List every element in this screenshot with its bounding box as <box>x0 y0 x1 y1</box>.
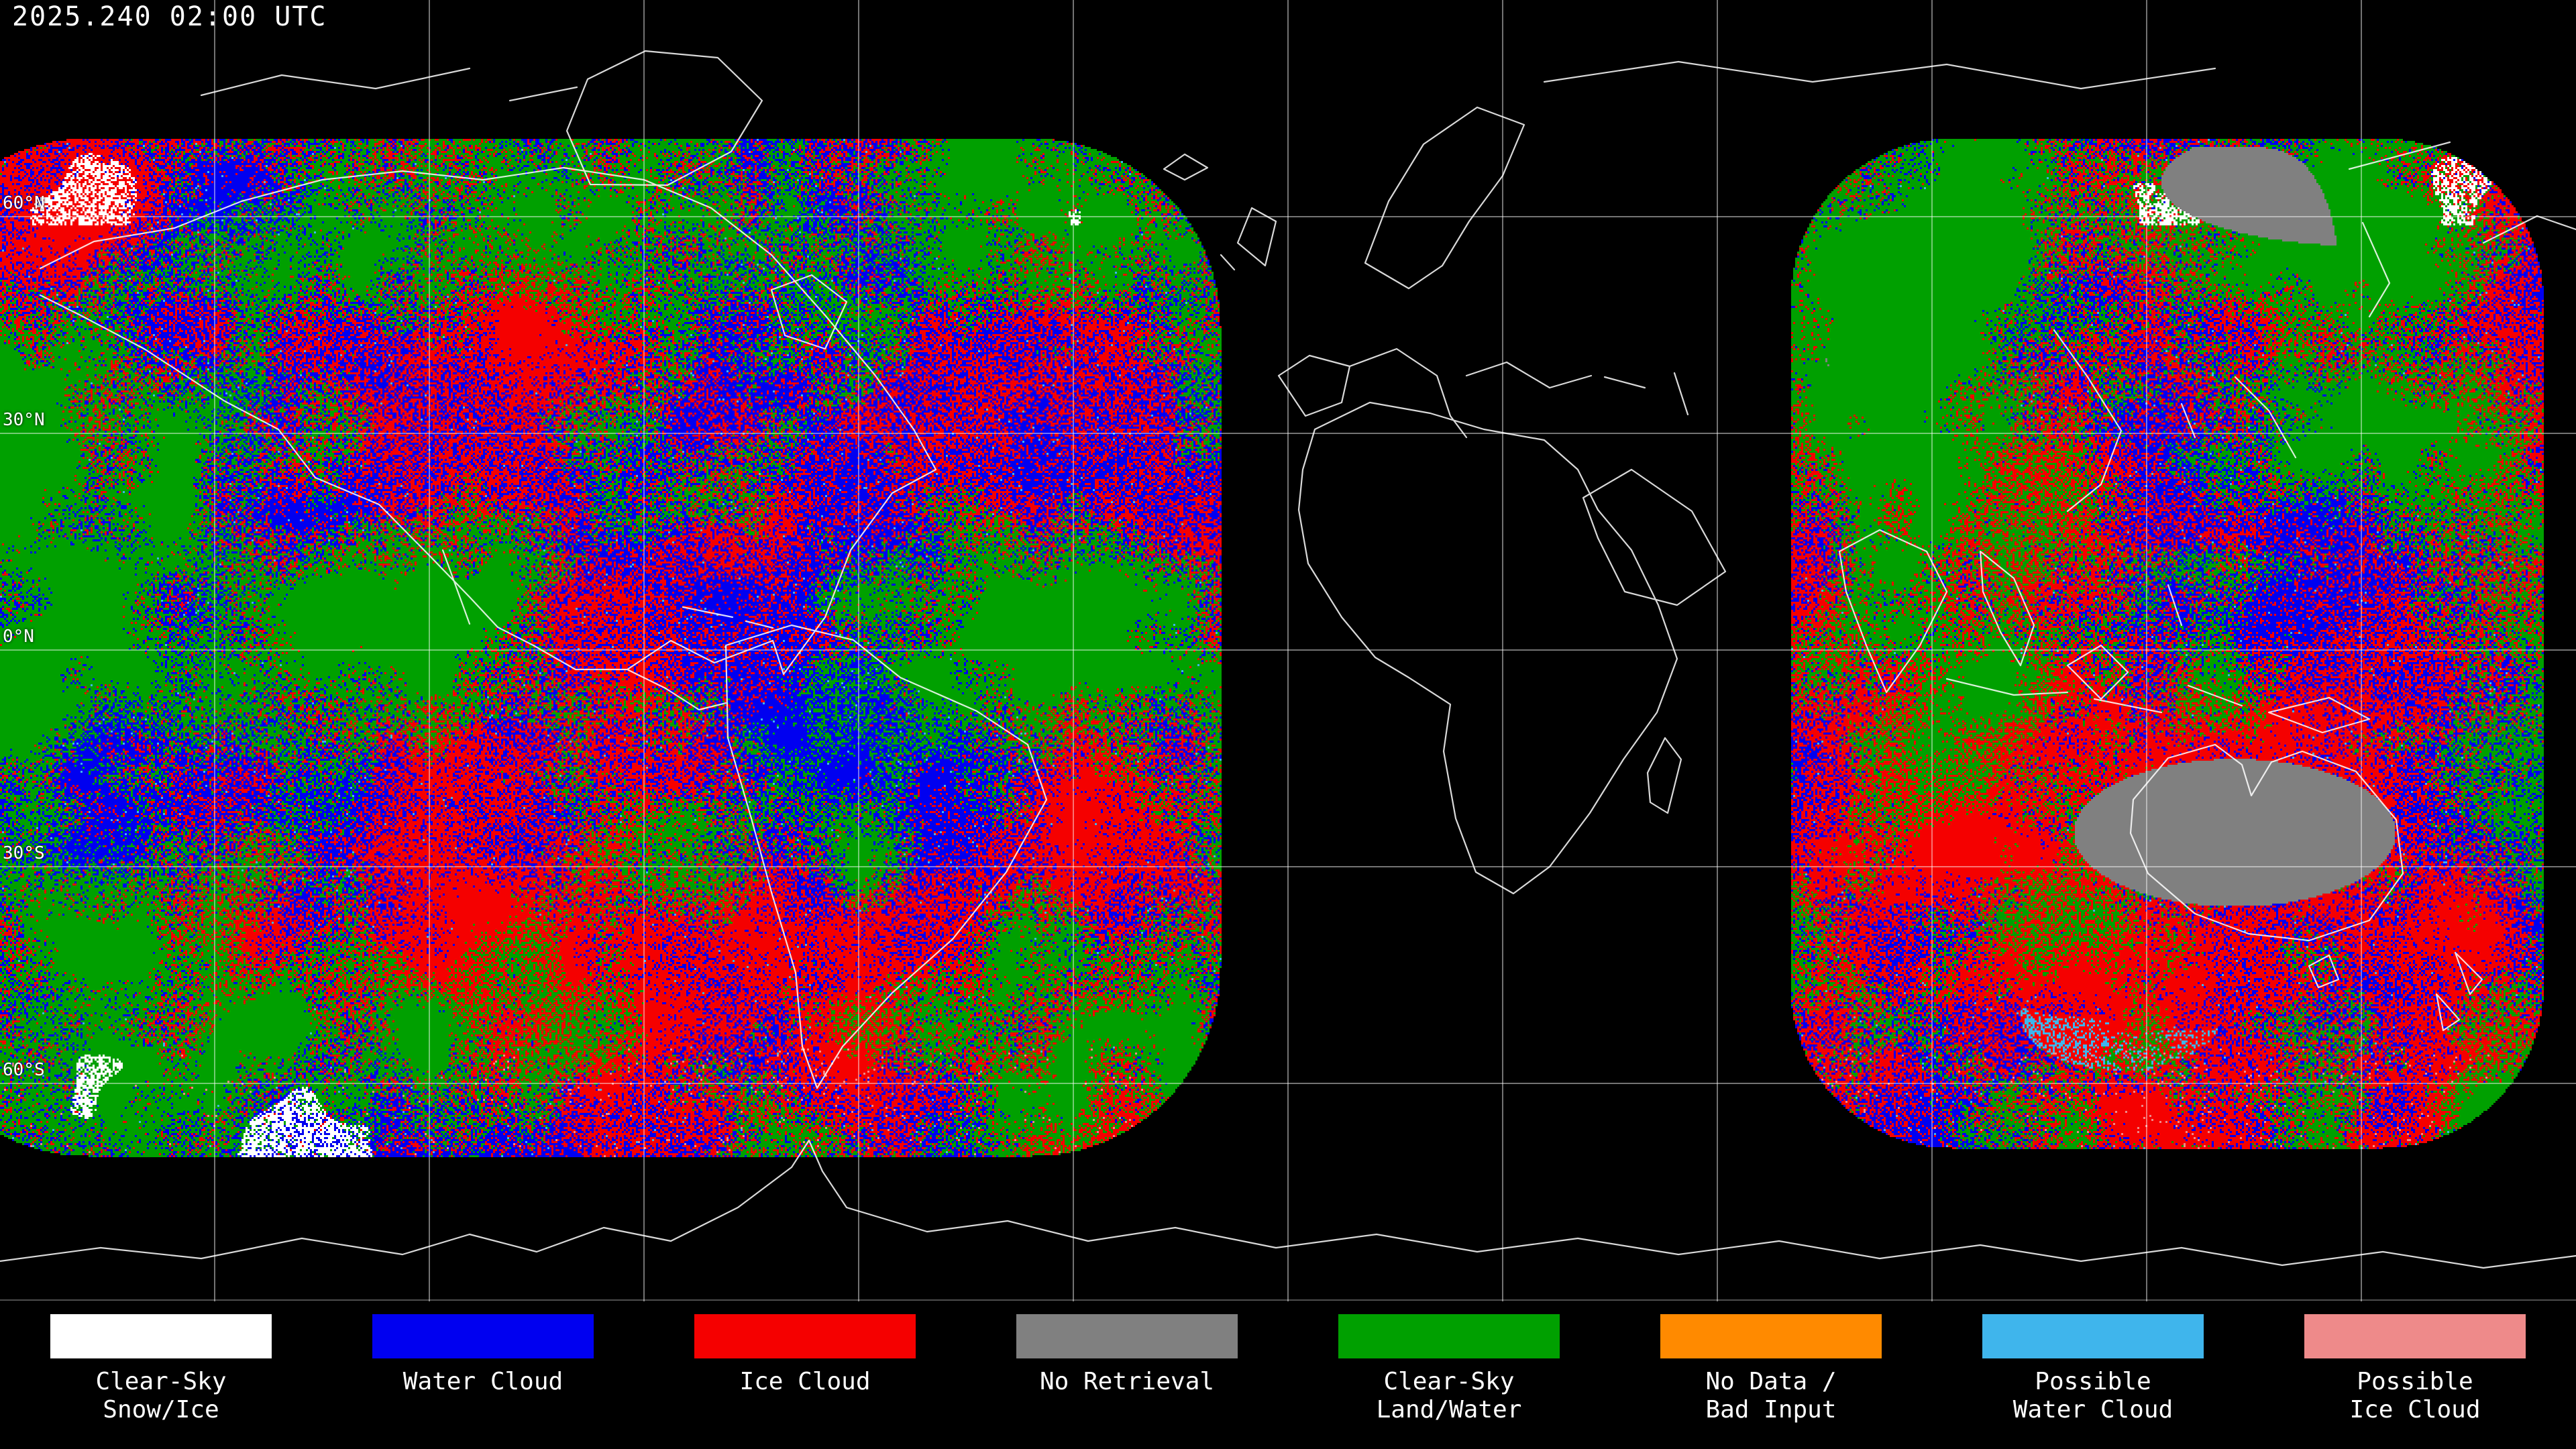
legend-item-snow-ice: Clear-Sky Snow/Ice <box>0 1314 322 1424</box>
legend-item-possible-water-cloud: Possible Water Cloud <box>1932 1314 2254 1424</box>
legend-bar: Clear-Sky Snow/Ice Water Cloud Ice Cloud… <box>0 1314 2576 1424</box>
legend-label-no-retrieval: No Retrieval <box>1040 1368 1214 1396</box>
legend-swatch-no-retrieval <box>1016 1314 1238 1358</box>
legend-label-line1: Clear-Sky <box>95 1368 227 1395</box>
legend-label-line1: Clear-Sky <box>1383 1368 1515 1395</box>
timestamp-label: 2025.240 02:00 UTC <box>12 1 327 32</box>
legend-label-line2: Ice Cloud <box>2349 1396 2481 1424</box>
legend-label-line1: Water Cloud <box>402 1368 564 1395</box>
legend-swatch-clear-sky <box>1338 1314 1560 1358</box>
legend-item-no-data: No Data / Bad Input <box>1610 1314 1932 1424</box>
legend-label-clear-sky: Clear-Sky Land/Water <box>1377 1368 1522 1424</box>
legend-label-line2: Snow/Ice <box>103 1396 219 1424</box>
legend-label-line1: No Retrieval <box>1039 1368 1215 1395</box>
lat-label-30n: 30°N <box>3 410 45 430</box>
legend-label-line1: Possible <box>2035 1368 2151 1395</box>
lat-label-60s: 60°S <box>3 1060 45 1080</box>
legend-item-ice-cloud: Ice Cloud <box>644 1314 966 1424</box>
legend-label-possible-water-cloud: Possible Water Cloud <box>2013 1368 2173 1424</box>
legend-label-line2: Land/Water <box>1376 1396 1522 1424</box>
legend-swatch-ice-cloud <box>694 1314 916 1358</box>
legend-label-ice-cloud: Ice Cloud <box>739 1368 870 1396</box>
legend-item-water-cloud: Water Cloud <box>322 1314 644 1424</box>
legend-label-line1: No Data / <box>1705 1368 1837 1395</box>
legend-label-line1: Ice Cloud <box>739 1368 871 1395</box>
legend-item-no-retrieval: No Retrieval <box>966 1314 1288 1424</box>
legend-swatch-possible-ice-cloud <box>2304 1314 2526 1358</box>
legend-label-possible-ice-cloud: Possible Ice Cloud <box>2349 1368 2480 1424</box>
legend-label-snow-ice: Clear-Sky Snow/Ice <box>95 1368 226 1424</box>
legend-label-line2: Water Cloud <box>2012 1396 2174 1424</box>
legend-item-possible-ice-cloud: Possible Ice Cloud <box>2254 1314 2576 1424</box>
legend-label-line1: Possible <box>2357 1368 2473 1395</box>
legend-label-no-data: No Data / Bad Input <box>1705 1368 1836 1424</box>
legend-swatch-snow-ice <box>50 1314 272 1358</box>
lat-label-60n: 60°N <box>3 193 45 213</box>
legend-label-line2: Bad Input <box>1705 1396 1837 1424</box>
lat-label-30s: 30°S <box>3 843 45 863</box>
legend-swatch-water-cloud <box>372 1314 594 1358</box>
lat-label-0n: 0°N <box>3 627 34 647</box>
legend-swatch-no-data <box>1660 1314 1882 1358</box>
legend-item-clear-sky: Clear-Sky Land/Water <box>1288 1314 1610 1424</box>
legend-label-water-cloud: Water Cloud <box>403 1368 563 1396</box>
legend-swatch-possible-water-cloud <box>1982 1314 2204 1358</box>
